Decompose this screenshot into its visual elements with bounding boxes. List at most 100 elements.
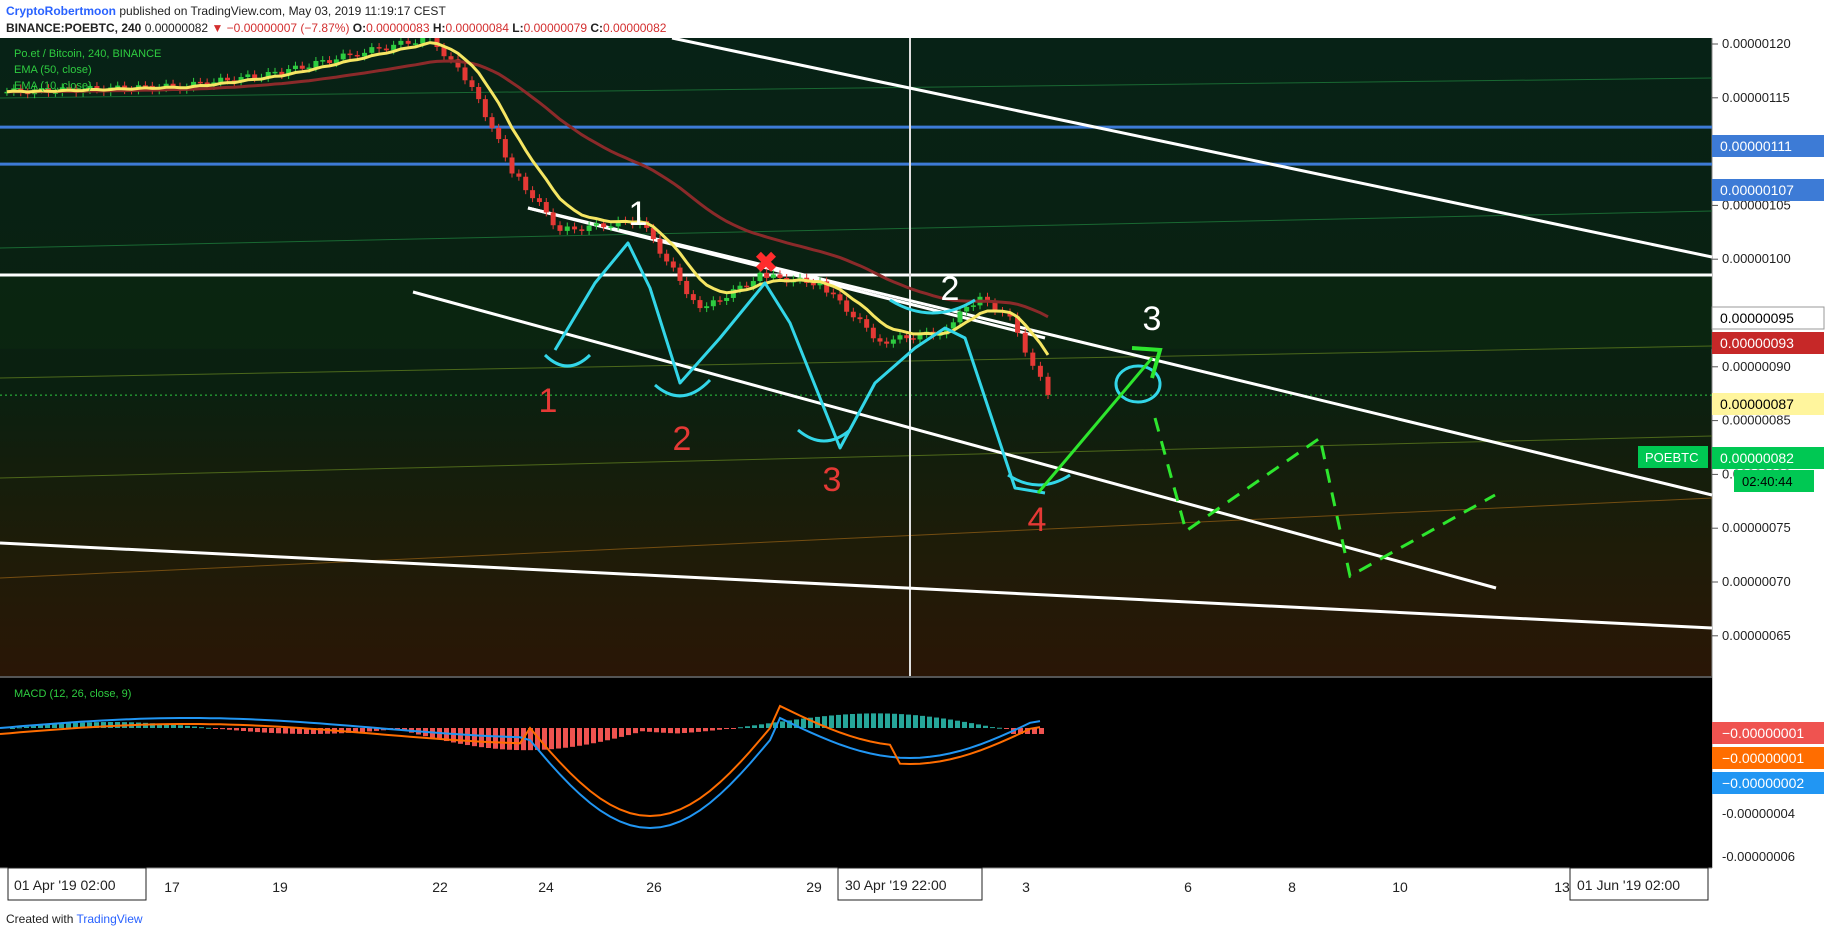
candle-body [757, 272, 763, 282]
macd-histogram-bar [150, 723, 155, 728]
price-tick-label: 0.00000115 [1722, 90, 1790, 105]
macd-histogram-bar [507, 728, 512, 750]
macd-histogram-bar [710, 728, 715, 731]
macd-histogram-bar [969, 723, 974, 728]
candle-body [376, 47, 382, 49]
macd-histogram-bar [542, 728, 547, 750]
candle-body [608, 226, 614, 228]
tradingview-logo[interactable]: TradingView [76, 912, 143, 926]
macd-histogram-bar [367, 728, 372, 732]
macd-histogram-bar [556, 728, 561, 749]
candle-body [1007, 312, 1013, 317]
time-end-label: 01 Jun '19 02:00 [1577, 877, 1680, 893]
candle-body [536, 198, 542, 203]
macd-tick-label: -0.00000006 [1722, 849, 1795, 864]
price-pane[interactable] [0, 38, 1712, 676]
macd-histogram-bar [535, 728, 540, 750]
wave-label-red: 4 [1028, 501, 1047, 539]
macd-histogram-bar [752, 725, 757, 728]
macd-histogram-bar [66, 723, 71, 728]
macd-histogram-bar [696, 728, 701, 732]
chart-canvas[interactable]: ✖ 1 2 3 1 2 3 4 Po.et / Bitcoin, 240, BINANCE EMA… [0, 38, 1828, 908]
macd-histogram-bar [675, 728, 680, 734]
candle-body [94, 86, 100, 90]
price-badge-label: 0.00000107 [1720, 182, 1794, 198]
candle-body [957, 311, 963, 323]
time-tick-label: 19 [272, 879, 288, 895]
time-cursor-label: 30 Apr '19 22:00 [845, 877, 947, 893]
macd-histogram-bar [87, 722, 92, 728]
macd-histogram-bar [843, 714, 848, 728]
candle-body [313, 60, 319, 68]
candle-body [1022, 332, 1028, 353]
macd-histogram-bar [311, 728, 316, 734]
candle-body [1045, 376, 1051, 395]
time-tick-label: 22 [432, 879, 448, 895]
macd-histogram-bar [17, 727, 22, 729]
candle-body [810, 282, 816, 286]
candle-body [530, 190, 536, 199]
macd-histogram-bar [353, 728, 358, 733]
candle-body [333, 59, 339, 64]
candles-group [4, 38, 1051, 399]
target-ellipse [1114, 364, 1162, 404]
macd-histogram-bar [563, 728, 568, 748]
author-link[interactable]: CryptoRobertmoon [6, 4, 116, 18]
candle-body [170, 83, 176, 87]
macd-tick-label: -0.00000004 [1722, 806, 1795, 821]
macd-histogram-bar [626, 728, 631, 736]
macd-histogram-bar [234, 728, 239, 731]
price-badge-label: 0.00000082 [1720, 450, 1794, 466]
wave-label-white: 3 [1143, 300, 1162, 338]
candle-body [286, 69, 292, 76]
macd-histogram-bar [605, 728, 610, 741]
candle-body [272, 71, 278, 74]
macd-histogram-bar [619, 728, 624, 737]
price-badge [1712, 393, 1824, 415]
candle-body [218, 77, 224, 83]
macd-histogram-bar [864, 713, 869, 728]
symbol-tag [1638, 446, 1708, 468]
candle-body [191, 81, 197, 88]
projection-dashed-path [1153, 417, 1496, 579]
macd-histogram-bar [766, 723, 771, 728]
candle-body [383, 48, 389, 51]
price-badge [1712, 332, 1824, 354]
macd-histogram-bar [892, 713, 897, 728]
macd-histogram-bar [1018, 728, 1023, 734]
publish-info: published on TradingView.com, May 03, 20… [119, 4, 446, 18]
legend-line1: Po.et / Bitcoin, 240, BINANCE [14, 48, 161, 60]
candle-body [502, 139, 508, 158]
legend-line3: EMA (10, close) [14, 80, 92, 92]
candle-body [697, 300, 703, 309]
candle-body [650, 227, 656, 240]
macd-histogram-bar [990, 727, 995, 729]
macd-histogram-bar [850, 713, 855, 728]
macd-histogram-bar [955, 720, 960, 728]
candle-body [523, 176, 529, 191]
wave-arc [889, 298, 976, 315]
macd-histogram-bar [682, 728, 687, 733]
time-tick-label: 6 [1184, 879, 1192, 895]
macd-pane[interactable] [0, 678, 1712, 868]
candle-body [469, 80, 475, 87]
rejection-cross: ✖ [754, 247, 777, 278]
macd-histogram-bar [318, 728, 323, 734]
macd-histogram-bar [703, 728, 708, 732]
candle-body [657, 239, 663, 254]
candle-body [550, 212, 556, 226]
candle-body [985, 296, 990, 303]
macd-histogram-bar [647, 728, 652, 732]
macd-histogram-bar [612, 728, 617, 739]
macd-histogram-bar [164, 724, 169, 728]
macd-histogram-bar [836, 714, 841, 728]
price-badge [1711, 306, 1825, 330]
candle-body [455, 59, 461, 68]
time-start-label: 01 Apr '19 02:00 [14, 877, 116, 893]
macd-histogram-bar [584, 728, 589, 745]
macd-histogram-bar [395, 728, 400, 730]
publish-line: CryptoRobertmoon published on TradingVie… [6, 4, 446, 18]
time-cursor-box [837, 867, 983, 901]
candle-body [265, 71, 271, 78]
price-badge-label: 0.00000093 [1720, 335, 1794, 351]
